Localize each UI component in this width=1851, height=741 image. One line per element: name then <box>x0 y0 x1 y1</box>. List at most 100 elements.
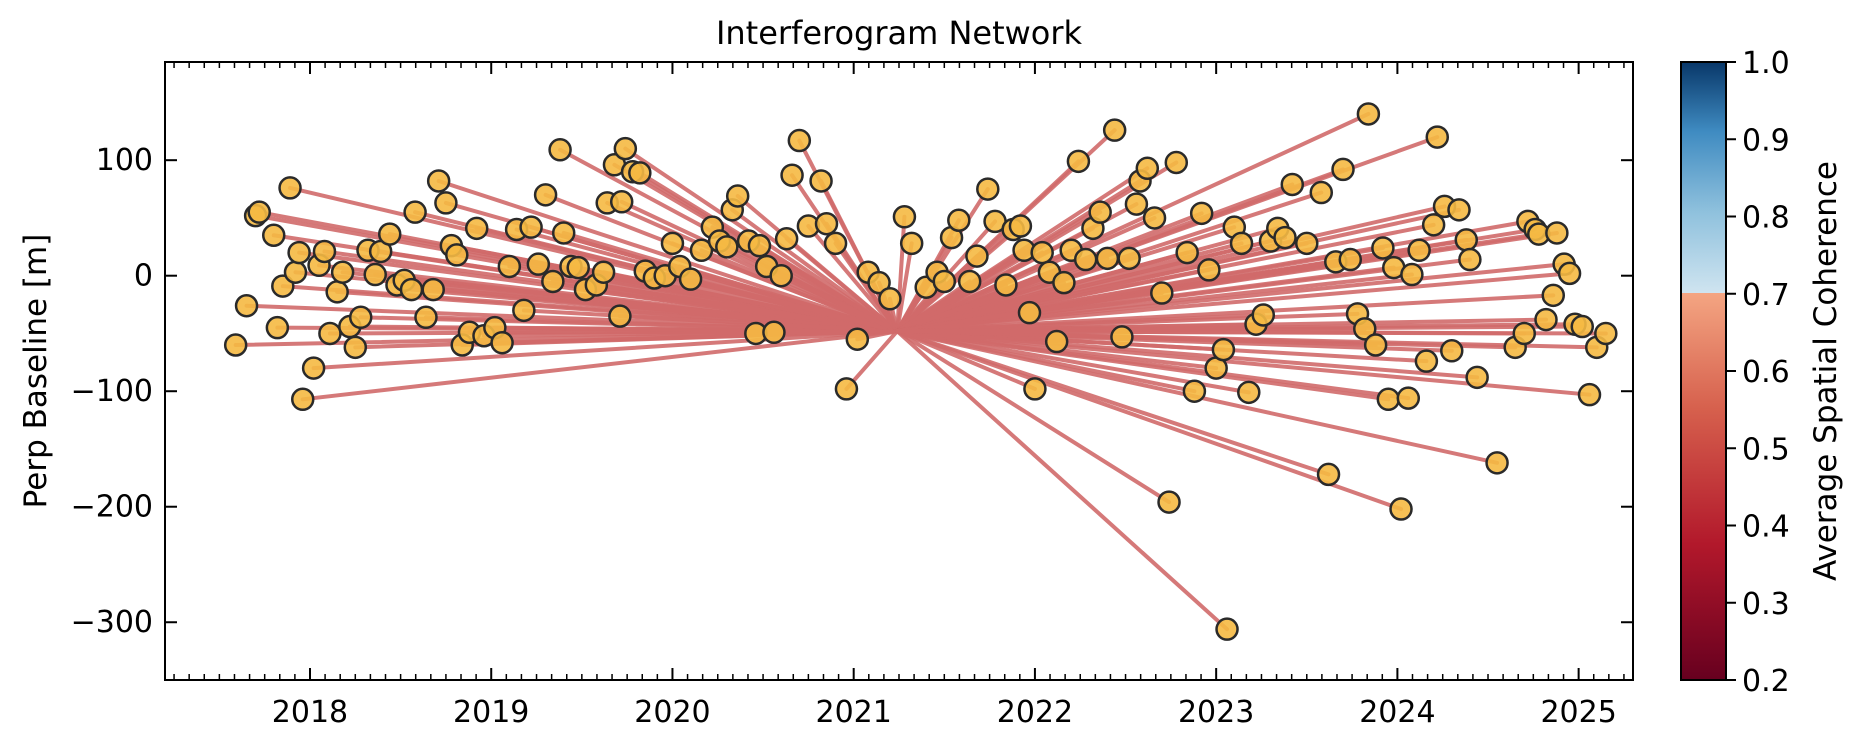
acquisition-point-157 <box>1389 497 1413 521</box>
acquisition-point-114 <box>1073 247 1098 272</box>
acquisition-point-36 <box>464 216 489 241</box>
acquisition-point-148 <box>1331 157 1355 182</box>
y-axis-label: Perp Baseline [m] <box>18 234 54 509</box>
connection-line-75 <box>757 243 900 334</box>
acquisition-point-117 <box>1095 246 1120 271</box>
acquisition-point-172 <box>1512 321 1537 346</box>
acquisition-point-144 <box>1295 231 1319 256</box>
x-tick-label-4: 2022 <box>997 695 1073 730</box>
acquisition-point-66 <box>678 267 703 291</box>
acquisition-point-133 <box>1211 337 1236 362</box>
acquisition-point-178 <box>1545 221 1569 245</box>
acquisition-point-126 <box>1157 490 1181 514</box>
connection-line-86 <box>844 329 900 391</box>
acquisition-point-139 <box>1251 303 1276 327</box>
x-tick-label-2: 2020 <box>634 695 710 730</box>
acquisition-point-124 <box>1142 206 1167 230</box>
acquisition-point-46 <box>541 269 565 294</box>
acquisition-point-143 <box>1280 172 1305 197</box>
acquisition-point-5 <box>265 315 290 340</box>
colorbar-tick-label-0: 1.0 <box>1742 46 1790 81</box>
connection-line-29 <box>431 287 900 334</box>
acquisition-point-92 <box>899 231 924 256</box>
connection-line-79 <box>784 236 900 334</box>
acquisition-point-151 <box>1353 317 1377 341</box>
acquisition-point-118 <box>1102 118 1127 142</box>
connection-line-11 <box>311 329 900 371</box>
acquisition-point-31 <box>434 191 458 215</box>
connection-line-10 <box>300 329 900 402</box>
acquisition-point-43 <box>519 215 543 239</box>
acquisition-point-67 <box>689 238 714 263</box>
acquisition-point-97 <box>947 208 971 233</box>
acquisition-point-81 <box>787 128 812 153</box>
x-tick-label-0: 2018 <box>272 695 348 730</box>
plot-area <box>223 102 1618 641</box>
acquisition-point-130 <box>1189 201 1214 226</box>
y-tick-label-4: −300 <box>71 605 153 640</box>
acquisition-point-86 <box>834 377 859 401</box>
colorbar-tick-label-3: 0.7 <box>1742 278 1790 313</box>
acquisition-point-42 <box>512 298 536 323</box>
acquisition-point-23 <box>377 222 402 246</box>
connection-line-178 <box>895 230 1559 334</box>
connection-line-66 <box>688 277 900 334</box>
connection-line-158 <box>895 329 1411 401</box>
acquisition-point-44 <box>526 252 551 276</box>
acquisition-point-48 <box>551 221 576 245</box>
acquisition-point-100 <box>976 177 1000 201</box>
acquisition-point-176 <box>1534 307 1558 332</box>
acquisition-point-111 <box>1052 270 1076 295</box>
acquisition-point-107 <box>1023 377 1047 401</box>
acquisition-point-120 <box>1117 246 1141 271</box>
acquisition-point-162 <box>1421 213 1446 237</box>
acquisition-point-3 <box>247 200 271 224</box>
acquisition-point-50 <box>566 255 590 280</box>
acquisition-point-16 <box>330 260 355 284</box>
acquisition-markers <box>223 102 1618 641</box>
connection-line-126 <box>895 329 1172 505</box>
colorbar-tick-label-5: 0.5 <box>1742 432 1790 467</box>
colorbar-ticks: 1.0 0.9 0.8 0.7 0.6 0.5 0.4 0.3 0.2 <box>1726 46 1790 699</box>
acquisition-point-45 <box>533 183 558 207</box>
acquisition-point-56 <box>608 304 632 328</box>
connection-line-168 <box>895 257 1472 334</box>
acquisition-point-79 <box>774 226 799 251</box>
acquisition-point-33 <box>445 243 469 267</box>
acquisition-point-134 <box>1215 617 1239 641</box>
acquisition-point-119 <box>1110 325 1134 349</box>
connection-line-166 <box>895 207 1462 334</box>
acquisition-point-116 <box>1088 200 1112 224</box>
acquisition-point-19 <box>348 305 373 330</box>
acquisition-point-145 <box>1309 180 1334 205</box>
x-tick-label-3: 2021 <box>816 695 892 730</box>
acquisition-point-11 <box>301 356 326 380</box>
colorbar-tick-label-1: 0.9 <box>1742 123 1790 158</box>
colorbar-label: Average Spatial Coherence <box>1808 161 1844 581</box>
y-axis: 100 0 −100 −200 −300 <box>71 143 1633 640</box>
acquisition-point-40 <box>497 254 522 279</box>
acquisition-point-185 <box>1594 321 1618 346</box>
colorbar-tick-label-6: 0.4 <box>1742 510 1790 545</box>
acquisition-point-75 <box>747 233 772 258</box>
acquisition-point-182 <box>1570 314 1595 339</box>
acquisition-point-127 <box>1164 150 1189 175</box>
acquisition-point-102 <box>994 273 1018 297</box>
connection-line-77 <box>771 329 900 335</box>
chart-title: Interferogram Network <box>716 14 1083 52</box>
y-tick-label-0: 100 <box>96 143 153 178</box>
connection-line-184 <box>895 329 1599 350</box>
colorbar: 1.0 0.9 0.8 0.7 0.6 0.5 0.4 0.3 0.2 <box>1680 46 1790 699</box>
acquisition-point-170 <box>1485 451 1509 475</box>
acquisition-point-161 <box>1414 349 1439 373</box>
acquisition-point-27 <box>403 200 427 224</box>
acquisition-point-21 <box>363 262 387 287</box>
y-tick-label-1: 0 <box>134 259 153 294</box>
acquisition-point-142 <box>1273 225 1297 250</box>
acquisition-point-128 <box>1175 240 1199 265</box>
x-tick-label-5: 2023 <box>1178 695 1254 730</box>
colorbar-tick-label-8: 0.2 <box>1742 664 1790 699</box>
connection-line-100 <box>895 187 990 334</box>
connection-line-180 <box>895 271 1572 334</box>
colorbar-upper-band <box>1681 62 1726 293</box>
